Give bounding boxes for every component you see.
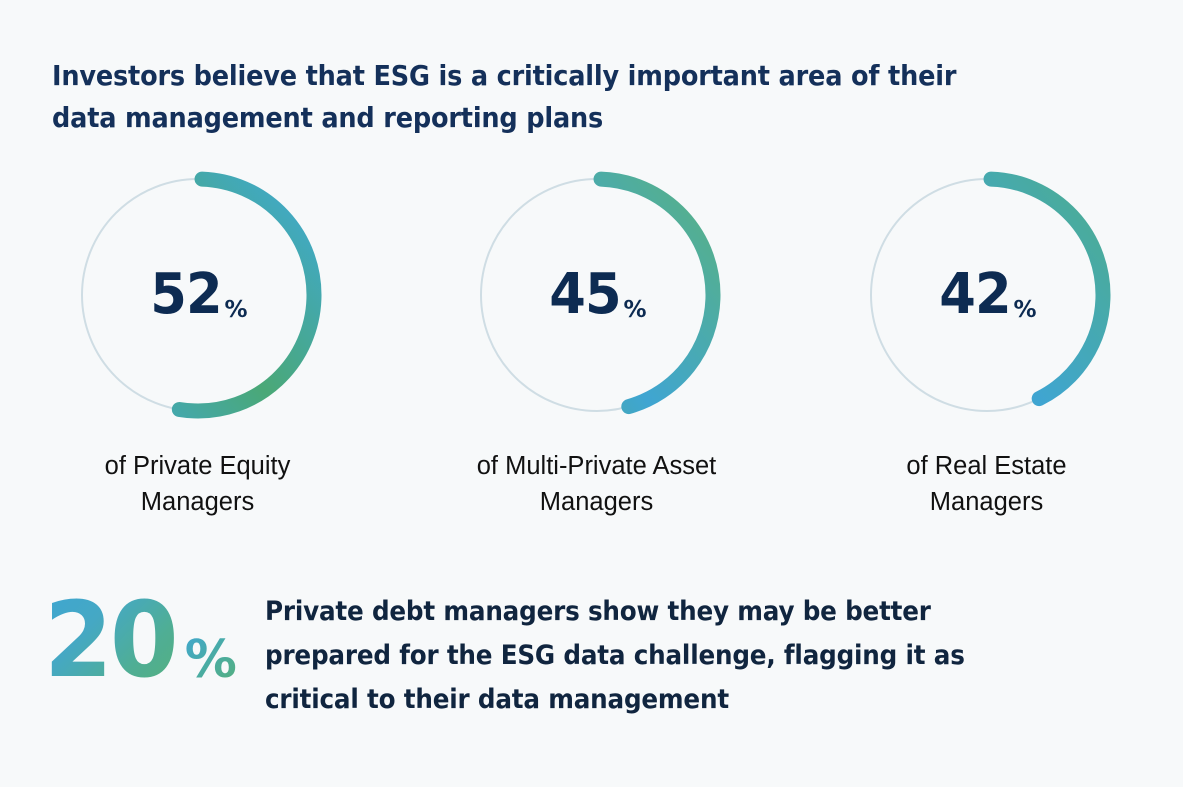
donut-ring-real-estate: 42 % — [862, 170, 1112, 420]
caption-line-2: Managers — [539, 488, 654, 516]
donut-chart-multi-private-asset: 45 % of Multi-Private Asset Managers — [399, 170, 794, 516]
donut-ring-private-equity: 52 % — [73, 170, 323, 420]
donut-caption-multi-private-asset: of Multi-Private Asset Managers — [399, 448, 794, 520]
caption-line-2: Managers — [929, 488, 1044, 516]
caption-line-2: Managers — [140, 488, 255, 516]
page-title: Investors believe that ESG is a critical… — [52, 60, 957, 134]
highlight-percent-symbol: % — [184, 630, 237, 690]
donut-caption-real-estate: of Real Estate Managers — [789, 448, 1183, 520]
donut-ring-multi-private-asset: 45 % — [472, 170, 722, 420]
donut-arc — [73, 171, 321, 419]
caption-line-1: of Private Equity — [104, 452, 291, 480]
donut-svg-multi-private-asset — [473, 171, 720, 419]
caption-line-1: of Multi-Private Asset — [476, 452, 717, 480]
highlight-number: 20 — [44, 579, 179, 701]
donut-caption-private-equity: of Private Equity Managers — [0, 448, 395, 520]
donut-chart-real-estate: 42 % of Real Estate Managers — [789, 170, 1183, 516]
donut-chart-row: 52 % of Private Equity Managers — [0, 170, 1183, 516]
donut-svg-private-equity — [73, 171, 321, 419]
caption-line-1: of Real Estate — [906, 452, 1067, 480]
donut-chart-private-equity: 52 % of Private Equity Managers — [0, 170, 395, 516]
donut-svg-real-estate — [863, 171, 1110, 419]
donut-arc — [863, 171, 1110, 419]
highlight-description: Private debt managers show they may be b… — [265, 596, 965, 715]
highlight-stat: 20 % — [44, 588, 237, 692]
highlight-statement: 20 % Private debt managers show they may… — [0, 580, 1183, 740]
donut-arc — [473, 171, 720, 419]
